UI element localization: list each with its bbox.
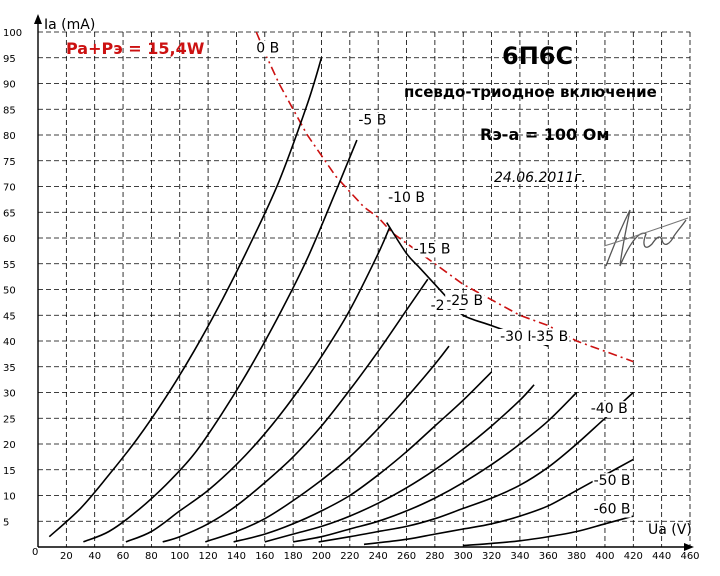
y-tick-label: 70	[3, 183, 16, 194]
tick-labels: 0 20 40 60 80 100 120 140 160 180 200 220 240 260 280 3…	[3, 28, 700, 562]
x-tick-label: 400	[595, 551, 614, 562]
x-tick-label: 220	[340, 551, 359, 562]
x-tick-label: 280	[425, 551, 444, 562]
x-tick-label: 160	[255, 551, 274, 562]
y-axis-label: Ia (mA)	[44, 17, 95, 33]
grid-voltage-label: -5 В	[358, 113, 386, 129]
grid-voltage-label: -30 В	[500, 329, 537, 345]
y-tick-label: 20	[3, 440, 16, 451]
plate-curve	[233, 371, 493, 543]
resistance-annotation: Rэ-а = 100 Ом	[480, 125, 609, 144]
grid-voltage-label: -50 В	[594, 473, 631, 489]
signature	[603, 209, 689, 267]
origin-tick-label: 0	[32, 547, 38, 558]
grid-voltage-label: -60 В	[594, 502, 631, 518]
plate-curve	[463, 515, 634, 547]
x-tick-label: 200	[312, 551, 331, 562]
grid-voltage-label-background	[445, 292, 485, 309]
grid-voltage-label-background	[499, 329, 538, 345]
grid-voltage-label: -25 В	[446, 293, 483, 309]
axes	[34, 14, 694, 551]
x-tick-label: 80	[145, 551, 158, 562]
grid-voltage-label: 0 В	[256, 41, 279, 57]
x-tick-label: 240	[369, 551, 388, 562]
y-tick-label: 45	[3, 311, 16, 322]
y-axis-arrow	[34, 14, 42, 24]
plate-curve	[264, 384, 535, 543]
x-tick-label: 260	[397, 551, 416, 562]
plate-curve	[292, 391, 578, 543]
y-tick-label: 80	[3, 131, 16, 142]
x-tick-label: 140	[227, 551, 246, 562]
y-tick-label: 50	[3, 286, 16, 297]
y-tick-label: 60	[3, 234, 16, 245]
grid-voltage-label: -10 В	[388, 190, 425, 206]
grid-voltage-label-background	[255, 40, 281, 57]
grid-voltage-label-background	[387, 189, 427, 206]
date-annotation: 24.06.2011г.	[494, 170, 586, 186]
y-tick-label: 90	[3, 80, 16, 91]
y-tick-label: 65	[3, 208, 16, 219]
plate-curve	[125, 227, 391, 543]
grid-voltage-label: -40 В	[591, 401, 628, 417]
chart-title: 6П6С	[502, 42, 573, 70]
x-tick-label: 100	[170, 551, 189, 562]
x-tick-label: 300	[454, 551, 473, 562]
plate-curve	[83, 139, 358, 543]
grid-voltage-label-background	[592, 501, 632, 518]
grid-voltage-label-background	[530, 329, 570, 345]
y-tick-label: 35	[3, 363, 16, 374]
plate-curve	[48, 57, 323, 538]
grid-voltage-label-background	[412, 241, 452, 258]
x-axis-label: Ua (V)	[648, 522, 692, 538]
plate-curve	[205, 345, 450, 543]
x-tick-label: 60	[117, 551, 130, 562]
y-tick-label: 75	[3, 157, 16, 168]
plate-curve	[162, 278, 429, 543]
x-tick-label: 460	[680, 551, 699, 562]
grid	[38, 31, 691, 547]
y-tick-label: 100	[3, 28, 22, 39]
chart-subtitle: псевдо-триодное включение	[404, 83, 657, 101]
x-tick-label: 320	[482, 551, 501, 562]
y-tick-label: 40	[3, 337, 16, 348]
y-tick-label: 85	[3, 105, 16, 116]
grid-voltage-label-background	[357, 112, 388, 129]
x-tick-label: 120	[199, 551, 218, 562]
x-tick-label: 20	[60, 551, 73, 562]
x-tick-label: 180	[284, 551, 303, 562]
x-tick-label: 340	[510, 551, 529, 562]
power-curve-line	[255, 31, 634, 363]
x-tick-label: 360	[539, 551, 558, 562]
plate-curve-unlabeled	[386, 222, 549, 347]
x-tick-label: 420	[624, 551, 643, 562]
x-tick-label: 380	[567, 551, 586, 562]
grid-voltage-labels: 0 В-5 В-10 В-15 В-20 В-25 В-30 В-35 В-40…	[255, 40, 632, 518]
y-tick-label: 30	[3, 389, 16, 400]
grid-voltage-label: -15 В	[414, 241, 451, 257]
y-tick-label: 5	[3, 517, 9, 528]
grid-voltage-label: -35 В	[531, 329, 568, 345]
y-tick-label: 15	[3, 466, 16, 477]
x-axis-arrow	[684, 543, 694, 551]
x-tick-label: 40	[88, 551, 101, 562]
plate-curve	[318, 391, 634, 543]
y-tick-label: 25	[3, 414, 16, 425]
x-tick-label: 440	[652, 551, 671, 562]
y-tick-label: 55	[3, 260, 16, 271]
grid-voltage-label-background	[592, 473, 632, 490]
y-tick-label: 10	[3, 492, 16, 503]
grid-voltage-label-background	[589, 401, 629, 418]
y-tick-label: 95	[3, 54, 16, 65]
plate-curve	[363, 458, 634, 546]
power-annotation: Pa+Pэ = 15,4W	[66, 39, 205, 58]
power-dissipation-curve	[255, 31, 634, 363]
